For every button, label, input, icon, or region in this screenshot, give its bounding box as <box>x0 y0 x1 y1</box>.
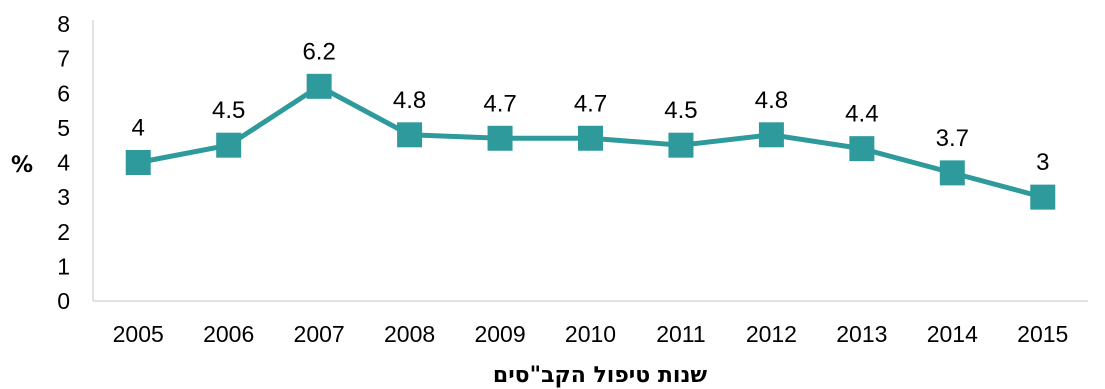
y-tick-label: 2 <box>57 219 70 245</box>
data-label: 3.7 <box>936 125 969 152</box>
y-tick-label: 8 <box>57 11 70 37</box>
x-tick-label: 2010 <box>565 321 616 347</box>
data-point-marker <box>1030 184 1056 210</box>
y-tick-label: 7 <box>57 46 70 72</box>
data-point-marker <box>397 122 423 148</box>
x-axis-title: שנות טיפול הקב"סים <box>493 363 708 388</box>
x-tick-label: 2014 <box>927 321 978 347</box>
y-tick-label: 1 <box>57 253 70 279</box>
x-tick-labels: 2005 2006 2007 2008 2009 2010 2011 2012 2013 2014… <box>113 321 1069 347</box>
data-label: 4.8 <box>755 87 788 114</box>
data-point-marker <box>487 125 513 151</box>
x-tick-label: 2006 <box>203 321 254 347</box>
y-axis-title: % <box>11 153 33 178</box>
x-tick-label: 2007 <box>294 321 345 347</box>
x-tick-label: 2015 <box>1017 321 1068 347</box>
data-point-marker <box>939 160 965 186</box>
data-label: 4.7 <box>483 90 516 117</box>
y-tick-label: 4 <box>57 150 70 176</box>
data-labels: 4 4.5 6.2 4.8 4.7 4.7 4.5 4.8 4.4 3.7 3 <box>132 38 1050 176</box>
x-tick-label: 2009 <box>474 321 525 347</box>
data-label: 4.4 <box>845 101 878 128</box>
x-tick-label: 2005 <box>113 321 164 347</box>
y-tick-label: 5 <box>57 115 70 141</box>
data-label: 4.8 <box>393 87 426 114</box>
x-tick-label: 2008 <box>384 321 435 347</box>
y-tick-label: 6 <box>57 80 70 106</box>
data-label: 4.5 <box>212 97 245 124</box>
data-point-marker <box>216 132 242 158</box>
y-tick-label: 3 <box>57 184 70 210</box>
x-tick-label: 2011 <box>656 321 705 347</box>
data-point-marker <box>306 73 332 99</box>
data-label: 4.7 <box>574 90 607 117</box>
x-tick-label: 2013 <box>836 321 887 347</box>
data-point-marker <box>578 125 603 151</box>
data-point-marker <box>125 150 151 175</box>
data-label: 3 <box>1036 149 1049 176</box>
data-point-marker <box>849 136 875 162</box>
x-tick-label: 2012 <box>746 321 797 347</box>
y-tick-label: 0 <box>57 288 70 314</box>
data-point-marker <box>758 122 784 148</box>
data-point-marker <box>668 132 694 158</box>
data-label: 6.2 <box>302 38 335 65</box>
y-tick-labels: 0 1 2 3 4 5 6 7 8 <box>57 11 70 314</box>
series-markers <box>125 73 1056 210</box>
data-label: 4 <box>132 115 145 142</box>
data-label: 4.5 <box>664 97 697 124</box>
